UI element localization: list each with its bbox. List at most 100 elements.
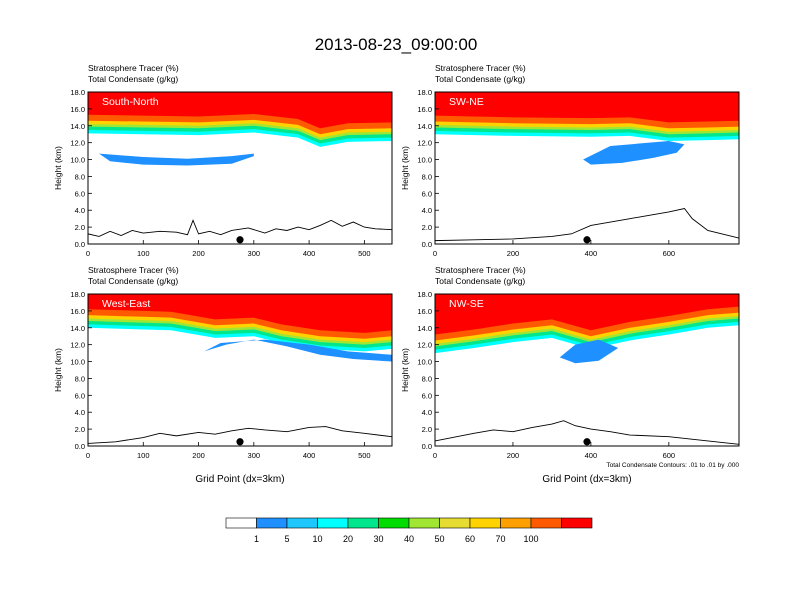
y-axis-title: Height (km): [53, 146, 63, 190]
y-tick-label: 12.0: [70, 139, 85, 148]
plot-frame: [434, 91, 740, 245]
terrain-line: [435, 420, 739, 445]
colorbar-swatch: [439, 517, 471, 529]
y-tick-label: 10.0: [70, 358, 85, 367]
y-tick-label: 8.0: [422, 172, 432, 181]
tracer-cloud-low: [99, 153, 254, 166]
x-tick-label: 200: [192, 249, 205, 258]
colorbar-swatch: [500, 517, 532, 529]
y-tick-label: 18.0: [417, 88, 432, 97]
y-tick-label: 16.0: [417, 307, 432, 316]
panel-3: West-East Stratosphere Tracer (%)Total Co…: [53, 265, 393, 485]
field-label: Total Condensate (g/kg): [88, 276, 178, 286]
plot-area: [435, 294, 739, 446]
panel-1: South-North Stratosphere Tracer (%)Total …: [53, 63, 393, 258]
colorbar-tick-label: 1: [254, 534, 259, 544]
tracer-band-100: [435, 92, 739, 123]
y-tick-label: 4.0: [75, 408, 85, 417]
x-tick-label: 0: [433, 249, 437, 258]
colorbar-tick-label: 60: [465, 534, 475, 544]
colorbar-tick-label: 70: [495, 534, 505, 544]
y-tick-label: 14.0: [417, 324, 432, 333]
x-tick-label: 200: [507, 451, 520, 460]
y-tick-label: 0.0: [422, 442, 432, 451]
location-marker: [583, 438, 591, 446]
y-tick-label: 2.0: [75, 425, 85, 434]
x-tick-label: 400: [303, 249, 316, 258]
x-axis-title: Grid Point (dx=3km): [195, 474, 284, 485]
contour-note: Total Condensate Contours: .01 to .01 by…: [606, 462, 739, 469]
y-tick-label: 16.0: [70, 105, 85, 114]
y-tick-label: 2.0: [422, 425, 432, 434]
x-tick-label: 0: [86, 451, 90, 460]
y-axis-title: Height (km): [53, 348, 63, 392]
location-marker: [236, 438, 244, 446]
field-label: Stratosphere Tracer (%): [88, 63, 179, 73]
colorbar-swatch: [286, 517, 318, 529]
colorbar-tick-label: 30: [373, 534, 383, 544]
field-label: Total Condensate (g/kg): [88, 74, 178, 84]
tracer-band-100: [88, 92, 392, 129]
x-tick-label: 100: [137, 249, 150, 258]
x-tick-label: 300: [248, 451, 261, 460]
location-marker: [236, 236, 244, 244]
y-tick-label: 8.0: [75, 172, 85, 181]
tracer-cloud-low: [583, 140, 685, 165]
panel-label: West-East: [102, 298, 150, 310]
colorbar-swatch: [561, 517, 593, 529]
y-tick-label: 18.0: [70, 290, 85, 299]
y-tick-label: 2.0: [422, 223, 432, 232]
y-tick-label: 16.0: [417, 105, 432, 114]
y-tick-label: 10.0: [417, 156, 432, 165]
plot-frame: [434, 293, 740, 447]
y-tick-label: 16.0: [70, 307, 85, 316]
y-tick-label: 0.0: [75, 240, 85, 249]
colorbar-swatch: [530, 517, 562, 529]
x-tick-label: 300: [248, 249, 261, 258]
terrain-line: [435, 208, 739, 242]
colorbar: 1 5 10 20 30 40 50 60 70 100: [225, 517, 593, 544]
colorbar-swatch: [347, 517, 379, 529]
x-tick-label: 600: [663, 451, 676, 460]
x-tick-label: 0: [86, 249, 90, 258]
y-tick-label: 0.0: [422, 240, 432, 249]
x-tick-label: 0: [433, 451, 437, 460]
location-marker: [583, 236, 591, 244]
y-tick-label: 18.0: [417, 290, 432, 299]
tracer-cloud-low: [204, 339, 392, 362]
field-label: Total Condensate (g/kg): [435, 74, 525, 84]
y-axis-title: Height (km): [400, 348, 410, 392]
y-tick-label: 12.0: [417, 341, 432, 350]
field-label: Stratosphere Tracer (%): [88, 265, 179, 275]
panel-label: SW-NE: [449, 96, 484, 108]
x-tick-label: 400: [303, 451, 316, 460]
y-tick-label: 6.0: [75, 391, 85, 400]
plot-area: [435, 92, 739, 244]
plot-frame: [87, 293, 393, 447]
x-tick-label: 400: [585, 451, 598, 460]
colorbar-swatch: [256, 517, 288, 529]
y-tick-label: 4.0: [422, 206, 432, 215]
y-tick-label: 18.0: [70, 88, 85, 97]
colorbar-swatch: [378, 517, 410, 529]
colorbar-tick-label: 50: [434, 534, 444, 544]
y-tick-label: 14.0: [70, 122, 85, 131]
y-tick-label: 6.0: [75, 189, 85, 198]
panel-label: NW-SE: [449, 298, 484, 310]
x-tick-label: 100: [137, 451, 150, 460]
y-tick-label: 6.0: [422, 189, 432, 198]
colorbar-tick-label: 5: [284, 534, 289, 544]
y-tick-label: 8.0: [75, 374, 85, 383]
y-tick-label: 6.0: [422, 391, 432, 400]
terrain-line: [88, 426, 392, 444]
x-tick-label: 400: [585, 249, 598, 258]
tracer-cloud-low: [559, 339, 619, 364]
panel-2: SW-NE Stratosphere Tracer (%)Total Conden…: [400, 63, 740, 258]
x-tick-label: 200: [192, 451, 205, 460]
x-tick-label: 200: [507, 249, 520, 258]
plot-frame: [87, 91, 393, 245]
x-tick-label: 600: [663, 249, 676, 258]
field-label: Stratosphere Tracer (%): [435, 63, 526, 73]
